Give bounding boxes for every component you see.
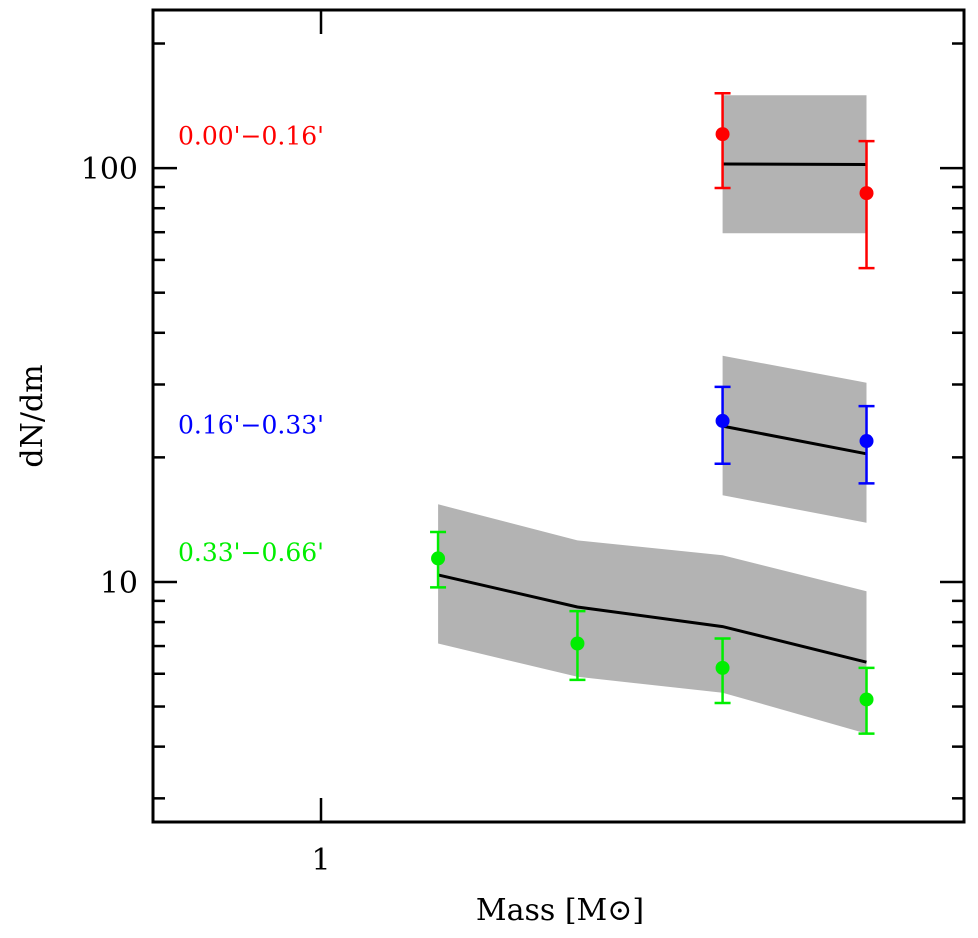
series-labels: 0.00'−0.16' 0.16'−0.33' 0.33'−0.66'	[178, 121, 324, 567]
y-axis-title: dN/dm	[15, 364, 50, 467]
tick-labels: 1 10 100	[81, 152, 331, 878]
series-label: 0.16'−0.33'	[178, 411, 324, 440]
plot-frame	[151, 8, 966, 824]
model-line	[722, 162, 867, 166]
model-lines	[437, 162, 867, 664]
data-point	[859, 434, 874, 449]
data-points	[431, 127, 874, 707]
model-bands	[438, 95, 867, 734]
x-tick-label: 1	[311, 843, 330, 878]
y-tick-label: 100	[81, 152, 138, 187]
data-point	[859, 186, 874, 201]
data-point	[715, 413, 730, 428]
data-point	[715, 660, 730, 675]
data-point	[431, 551, 446, 566]
model-line	[722, 424, 867, 456]
data-point	[715, 127, 730, 142]
model-band	[438, 504, 867, 734]
y-tick-label: 10	[100, 566, 138, 601]
series-label: 0.33'−0.66'	[178, 538, 324, 567]
model-line	[437, 573, 867, 664]
data-point	[570, 636, 585, 651]
x-axis-title: Mass [M⊙]	[476, 893, 644, 928]
data-point	[859, 692, 874, 707]
series-label: 0.00'−0.16'	[178, 121, 324, 150]
axis-ticks	[153, 10, 964, 822]
